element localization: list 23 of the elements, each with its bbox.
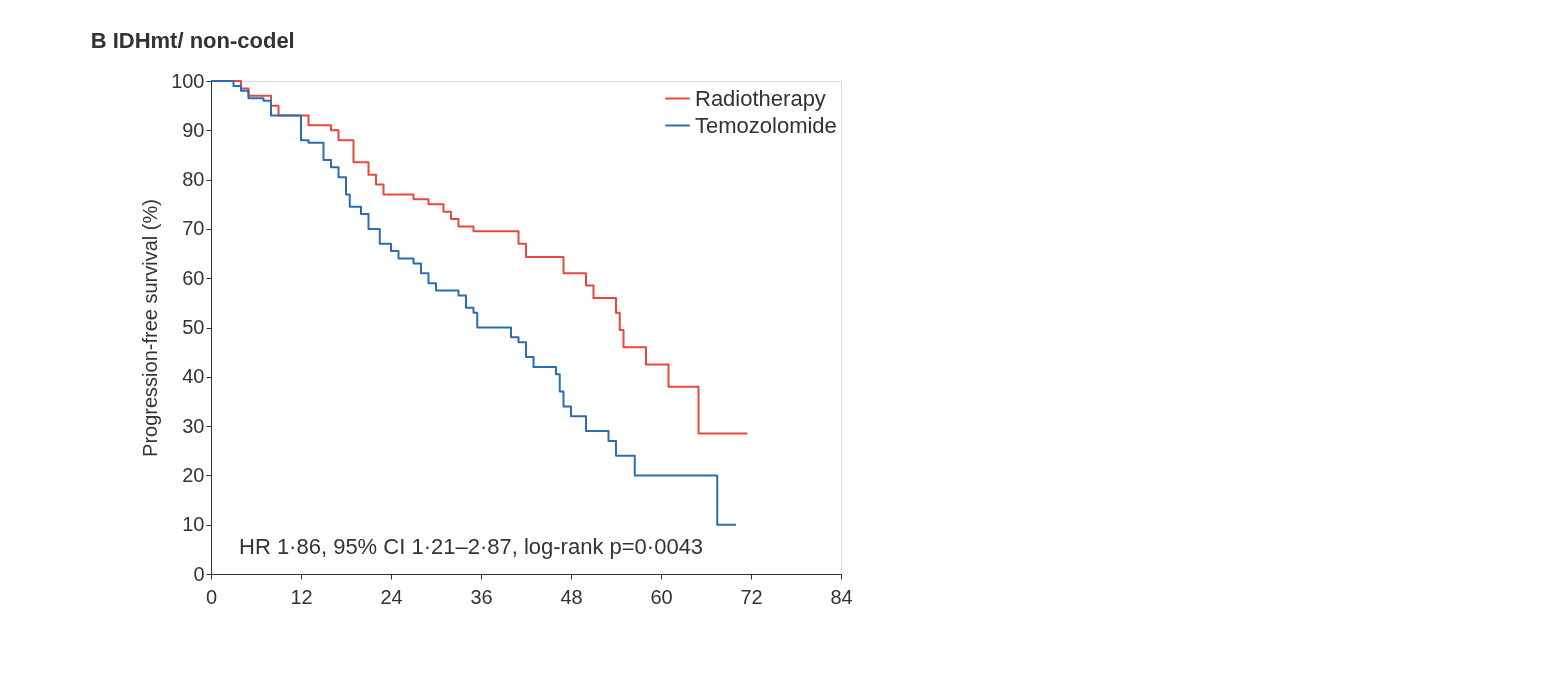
y-tick-label: 80 [182,168,205,191]
legend-label: Radiotherapy [695,85,826,111]
legend-label: Temozolomide [695,112,837,138]
x-tick-label: 48 [560,585,583,608]
y-tick-label: 50 [182,316,205,338]
y-tick-label: 70 [182,217,205,240]
y-tick-label: 40 [182,365,205,388]
y-tick-label: 30 [182,414,205,437]
y-tick-label: 100 [171,69,205,92]
x-tick-label: 60 [650,585,673,608]
x-tick-label: 84 [830,585,853,608]
y-tick-label: 20 [182,463,205,486]
y-axis-title: Progression-free survival (%) [139,199,162,457]
annotation: HR 1·86, 95% CI 1·21–2·87, log-rank p=0·0043 [239,534,704,559]
y-tick-label: 60 [182,266,205,289]
y-tick-label: 0 [193,562,205,585]
x-tick-label: 72 [740,585,763,608]
y-tick-label: 90 [182,118,205,141]
x-tick-label: 12 [290,585,313,608]
y-tick-label: 10 [182,513,205,536]
chart-title: B IDHmt/ non-codel [90,28,295,53]
x-tick-label: 24 [380,585,403,608]
x-tick-label: 36 [470,585,493,608]
